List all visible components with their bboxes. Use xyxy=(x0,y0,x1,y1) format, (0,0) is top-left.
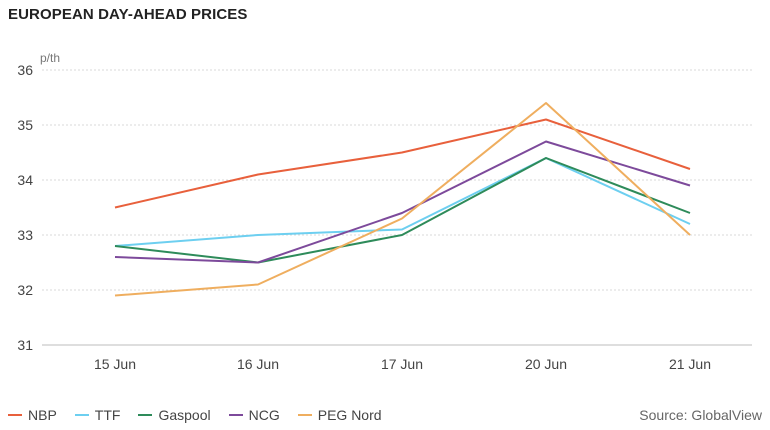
legend-item-nbp: NBP xyxy=(8,407,57,423)
y-tick-label: 32 xyxy=(17,282,33,298)
series-line-ttf xyxy=(114,157,691,247)
y-tick-label: 34 xyxy=(17,172,33,188)
legend-swatch xyxy=(138,414,153,416)
series-lines xyxy=(114,102,691,297)
y-tick-label: 31 xyxy=(17,337,33,353)
series-line-nbp xyxy=(114,118,691,209)
x-tick-label: 21 Jun xyxy=(669,356,711,372)
y-tick-label: 36 xyxy=(17,62,33,78)
legend-label: PEG Nord xyxy=(317,407,382,423)
legend-label: NBP xyxy=(28,407,57,423)
legend: NBP TTF Gaspool NCG PEG Nord xyxy=(8,407,400,423)
x-tick-label: 16 Jun xyxy=(237,356,279,372)
gridlines xyxy=(42,69,752,346)
legend-swatch xyxy=(8,414,22,416)
legend-item-gaspool: Gaspool xyxy=(138,407,211,423)
series-line-peg-nord xyxy=(114,102,691,297)
y-axis-unit: p/th xyxy=(40,51,60,65)
legend-item-ncg: NCG xyxy=(228,407,280,423)
y-tick-label: 35 xyxy=(17,117,33,133)
x-tick-label: 20 Jun xyxy=(525,356,567,372)
series-line-gaspool xyxy=(114,157,691,264)
series-line-ncg xyxy=(114,140,691,264)
legend-swatch xyxy=(297,414,312,416)
legend-swatch xyxy=(228,414,243,416)
legend-swatch xyxy=(74,414,89,416)
source-note: Source: GlobalView xyxy=(639,407,762,423)
x-axis: 15 Jun 16 Jun 17 Jun 20 Jun 21 Jun xyxy=(94,356,711,372)
y-axis: 31 32 33 34 35 36 xyxy=(17,62,33,353)
legend-label: NCG xyxy=(248,407,280,423)
y-tick-label: 33 xyxy=(17,227,33,243)
legend-item-peg-nord: PEG Nord xyxy=(297,407,382,423)
x-tick-label: 17 Jun xyxy=(381,356,423,372)
chart-title: EUROPEAN DAY-AHEAD PRICES xyxy=(8,6,248,23)
x-tick-label: 15 Jun xyxy=(94,356,136,372)
legend-label: Gaspool xyxy=(158,407,211,423)
legend-label: TTF xyxy=(94,407,121,423)
legend-item-ttf: TTF xyxy=(74,407,121,423)
